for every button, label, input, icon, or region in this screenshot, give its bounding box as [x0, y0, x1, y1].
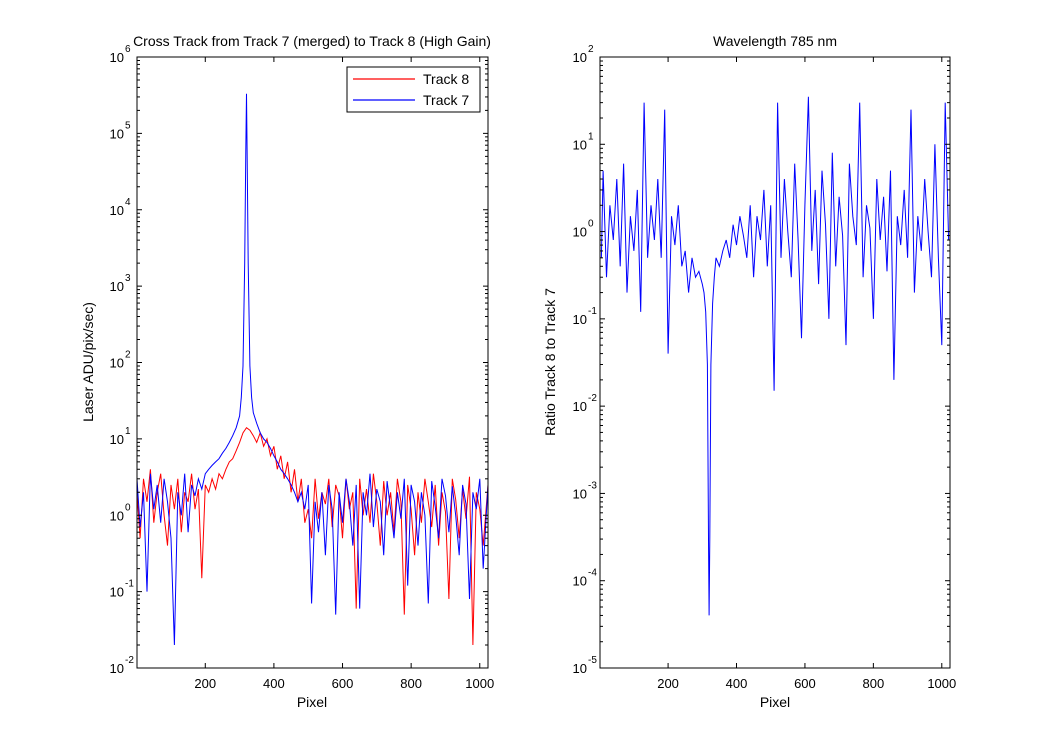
right-plot-x-tick-label: 400: [726, 676, 748, 691]
right-plot-y-tick-label: 10: [573, 50, 587, 65]
left-plot-x-tick-label: 200: [194, 676, 216, 691]
left-plot-ticks: 200 400 600 800 100010-210-11001011021031041…: [110, 44, 495, 691]
right-plot-y-tick-exponent: 2: [588, 44, 594, 55]
right-plot-y-tick-label: 10: [573, 312, 587, 327]
left-plot: Cross Track from Track 7 (merged) to Tra…: [80, 33, 494, 710]
right-plot-title: Wavelength 785 nm: [713, 33, 837, 49]
left-plot-series-track-8: [136, 426, 489, 646]
right-plot-x-tick-label: 600: [794, 676, 816, 691]
left-plot-y-tick-label: 10: [110, 585, 124, 600]
left-plot-y-tick-exponent: 1: [125, 426, 131, 437]
left-plot-y-tick-label: 10: [110, 356, 124, 371]
right-plot-x-tick-label: 200: [657, 676, 679, 691]
right-plot-y-tick-exponent: -3: [588, 480, 597, 491]
legend: Track 8 Track 7: [346, 66, 481, 113]
left-plot-y-tick-exponent: 5: [125, 120, 131, 131]
left-plot-y-tick-label: 10: [110, 50, 124, 65]
left-plot-x-tick-label: 400: [263, 676, 285, 691]
left-plot-y-tick-exponent: -1: [125, 579, 134, 590]
left-plot-y-axis-label: Laser ADU/pix/sec): [80, 302, 96, 422]
left-plot-y-tick-exponent: 0: [125, 502, 131, 513]
left-plot-title: Cross Track from Track 7 (merged) to Tra…: [133, 33, 491, 49]
left-plot-x-tick-label: 1000: [465, 676, 494, 691]
right-plot-y-tick-exponent: 1: [588, 131, 594, 142]
right-plot-axes-frame: [599, 56, 951, 669]
right-plot-y-axis-label: Ratio Track 8 to Track 7: [542, 288, 558, 436]
right-plot-y-tick-exponent: -1: [588, 306, 597, 317]
left-plot-series-track-7: [136, 93, 489, 646]
left-plot-y-tick-exponent: 2: [125, 350, 131, 361]
right-plot-ticks: 200 400 600 800 100010-510-410-310-210-11001…: [573, 44, 957, 691]
right-plot-x-tick-label: 800: [863, 676, 885, 691]
left-plot-y-tick-exponent: 4: [125, 197, 131, 208]
right-plot-y-tick-label: 10: [573, 399, 587, 414]
left-plot-x-axis-label: Pixel: [297, 694, 327, 710]
left-plot-series-layer: [136, 93, 489, 646]
left-plot-y-tick-label: 10: [110, 126, 124, 141]
left-plot-x-tick-label: 800: [400, 676, 422, 691]
right-plot-y-tick-label: 10: [573, 486, 587, 501]
right-plot: Wavelength 785 nm 200 400 600 800 100010-510…: [542, 33, 956, 710]
right-plot-y-tick-exponent: -2: [588, 393, 597, 404]
right-plot-series-layer: [600, 96, 950, 616]
legend-label-track-7: Track 7: [423, 92, 469, 108]
left-plot-y-tick-label: 10: [110, 432, 124, 447]
right-plot-y-tick-label: 10: [573, 574, 587, 589]
left-plot-y-tick-exponent: 6: [125, 44, 131, 55]
right-plot-series-line-0: [600, 96, 950, 616]
right-plot-x-axis-label: Pixel: [760, 694, 790, 710]
right-plot-y-tick-label: 10: [573, 661, 587, 676]
left-plot-y-tick-exponent: 3: [125, 273, 131, 284]
legend-label-track-8: Track 8: [423, 71, 469, 87]
right-plot-y-tick-exponent: -4: [588, 568, 597, 579]
right-plot-y-tick-exponent: -5: [588, 655, 597, 666]
legend-box: [346, 66, 481, 113]
left-plot-x-tick-label: 600: [332, 676, 354, 691]
left-plot-y-tick-label: 10: [110, 203, 124, 218]
left-plot-y-tick-label: 10: [110, 508, 124, 523]
right-plot-y-tick-label: 10: [573, 137, 587, 152]
left-plot-y-tick-exponent: -2: [125, 655, 134, 666]
right-plot-y-tick-label: 10: [573, 225, 587, 240]
right-plot-x-tick-label: 1000: [927, 676, 956, 691]
left-plot-y-tick-label: 10: [110, 661, 124, 676]
right-plot-y-tick-exponent: 0: [588, 219, 594, 230]
left-plot-y-tick-label: 10: [110, 279, 124, 294]
